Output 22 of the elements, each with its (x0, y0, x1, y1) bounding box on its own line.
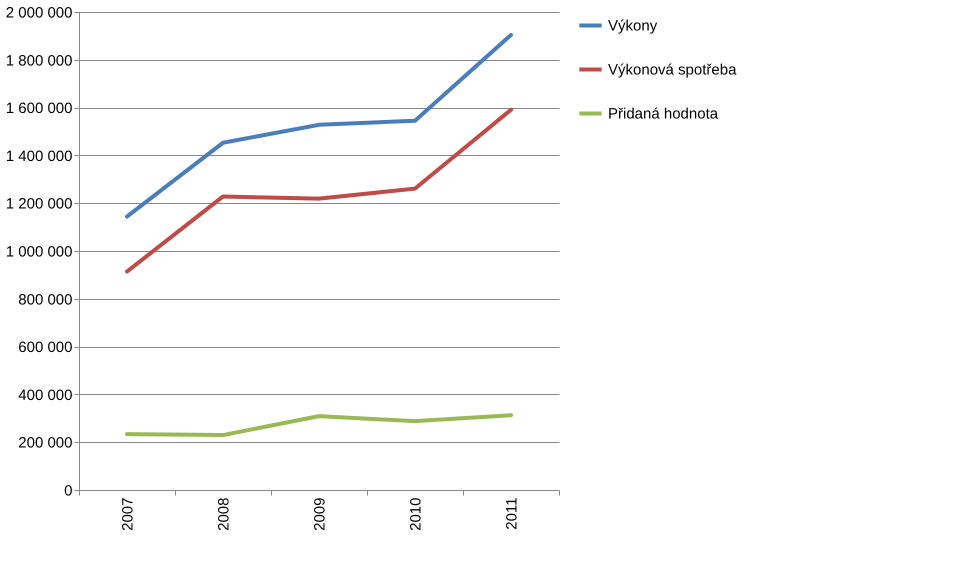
x-tick-label: 2009 (312, 498, 328, 531)
x-tick-label: 2011 (504, 498, 520, 530)
y-tick-label: 1 800 000 (6, 52, 72, 70)
y-tick-label: 2 000 000 (6, 4, 72, 22)
y-tick-label: 1 400 000 (6, 148, 72, 165)
legend-label: Přidaná hodnota (608, 106, 719, 122)
x-tick-label: 2008 (216, 498, 232, 531)
x-tick-label: 2010 (408, 498, 424, 531)
line-series (125, 108, 513, 274)
line-series (125, 413, 513, 438)
legend-label: Výkony (608, 18, 658, 34)
y-tick-label: 1 600 000 (6, 100, 72, 118)
y-tick-label: 1 000 000 (6, 244, 72, 260)
y-tick-label: 200 000 (18, 434, 72, 452)
y-tick-label: 0 (64, 482, 72, 500)
legend-label: Výkonová spotřeba (608, 62, 738, 78)
y-tick-label: 400 000 (18, 386, 72, 404)
x-tick-label: 2007 (120, 498, 136, 531)
y-tick-label: 600 000 (18, 339, 72, 356)
y-tick-label: 800 000 (18, 291, 72, 308)
line-series (125, 32, 513, 219)
y-tick-label: 1 200 000 (6, 196, 72, 213)
